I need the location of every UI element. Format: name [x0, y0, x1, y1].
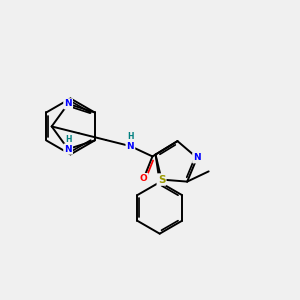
Text: S: S — [158, 175, 165, 184]
Text: N: N — [64, 145, 72, 154]
Text: O: O — [140, 174, 148, 183]
Text: H: H — [127, 132, 134, 141]
Text: N: N — [193, 153, 201, 162]
Text: H: H — [65, 135, 71, 144]
Text: N: N — [127, 142, 134, 151]
Text: N: N — [64, 99, 72, 108]
